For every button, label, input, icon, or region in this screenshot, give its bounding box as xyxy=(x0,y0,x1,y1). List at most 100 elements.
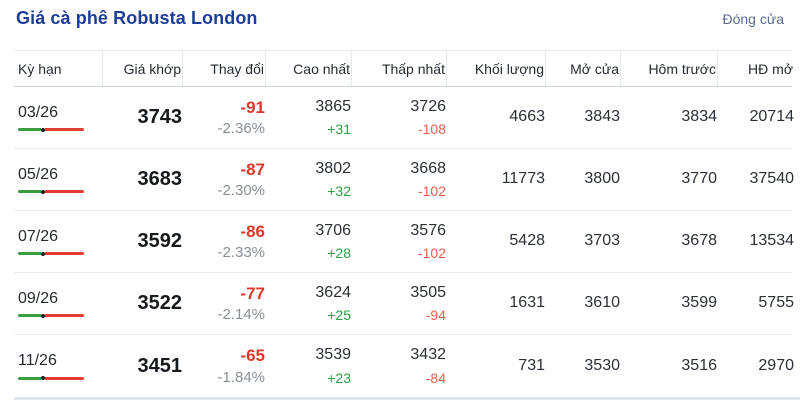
spark-green-segment xyxy=(18,314,41,317)
open-interest-value: 20714 xyxy=(749,108,795,126)
prev-value: 3834 xyxy=(681,108,717,126)
term-cell: 07/26 xyxy=(14,211,102,272)
prev-cell: 3516 xyxy=(620,335,717,397)
volume-value: 731 xyxy=(518,356,545,374)
volume-value: 4663 xyxy=(509,108,545,126)
section-divider xyxy=(14,397,800,400)
low-delta: -102 xyxy=(417,183,446,200)
change-percent: -2.36% xyxy=(217,120,265,138)
low-cell: 3576 -102 xyxy=(351,211,446,272)
table-row[interactable]: 11/26 3451 -65 -1.84% 3539 +23 3432 -84 … xyxy=(14,335,794,397)
change-percent: -2.14% xyxy=(217,306,265,324)
prev-value: 3599 xyxy=(681,294,717,312)
open-value: 3530 xyxy=(584,356,620,374)
table-header: Kỳ hạn Giá khớp Thay đổi Cao nhất Thấp nhất K… xyxy=(14,50,793,87)
spark-red-segment xyxy=(45,376,84,380)
range-sparkline xyxy=(18,127,84,132)
term-cell: 05/26 xyxy=(14,149,102,210)
last-price: 3683 xyxy=(137,168,183,190)
column-header: Thay đổi xyxy=(182,51,265,86)
open-cell: 3800 xyxy=(545,149,620,210)
low-value: 3576 xyxy=(410,221,446,239)
last-price-cell: 3683 xyxy=(102,149,183,210)
open-interest-value: 5755 xyxy=(758,294,794,312)
term-cell: 11/26 xyxy=(14,335,102,397)
spark-marker-dot xyxy=(41,127,45,132)
spark-marker-dot xyxy=(41,376,45,380)
change-cell: -86 -2.33% xyxy=(182,211,265,272)
low-delta: -108 xyxy=(417,121,446,138)
low-delta: -84 xyxy=(425,369,446,386)
last-price-cell: 3592 xyxy=(102,211,183,272)
open-interest-cell: 2970 xyxy=(717,335,794,397)
change-value: -65 xyxy=(240,346,265,366)
open-interest-value: 37540 xyxy=(749,170,795,188)
open-cell: 3610 xyxy=(545,273,620,334)
low-cell: 3668 -102 xyxy=(351,149,446,210)
high-cell: 3624 +25 xyxy=(265,273,351,334)
high-cell: 3865 +31 xyxy=(265,87,351,148)
close-price-link[interactable]: Đóng cửa xyxy=(722,11,784,27)
spark-marker-dot xyxy=(41,313,45,318)
spark-green-segment xyxy=(18,128,41,131)
change-value: -77 xyxy=(240,283,265,303)
column-header: Cao nhất xyxy=(265,51,351,86)
term-cell: 03/26 xyxy=(14,87,102,148)
table-row[interactable]: 07/26 3592 -86 -2.33% 3706 +28 3576 -102… xyxy=(14,211,794,273)
prev-value: 3516 xyxy=(681,356,717,374)
term-label: 05/26 xyxy=(18,165,59,183)
range-sparkline xyxy=(18,189,84,194)
spark-red-segment xyxy=(45,314,84,317)
last-price: 3592 xyxy=(137,230,183,252)
high-delta: +28 xyxy=(327,245,351,262)
low-value: 3505 xyxy=(410,283,446,301)
last-price: 3522 xyxy=(137,292,183,314)
high-value: 3539 xyxy=(315,346,351,364)
change-cell: -91 -2.36% xyxy=(182,87,265,148)
topbar: Giá cà phê Robusta London Đóng cửa xyxy=(0,0,800,50)
spark-red-segment xyxy=(45,252,84,255)
volume-value: 11773 xyxy=(501,170,545,188)
range-sparkline xyxy=(18,251,84,256)
term-cell: 09/26 xyxy=(14,273,102,334)
volume-value: 1631 xyxy=(509,294,545,312)
open-interest-cell: 5755 xyxy=(717,273,794,334)
range-sparkline xyxy=(18,376,84,380)
last-price-cell: 3451 xyxy=(102,335,183,397)
volume-cell: 11773 xyxy=(446,149,545,210)
prev-value: 3678 xyxy=(681,232,717,250)
spark-red-segment xyxy=(45,128,84,131)
spark-green-segment xyxy=(18,376,41,380)
table-row[interactable]: 09/26 3522 -77 -2.14% 3624 +25 3505 -94 … xyxy=(14,273,794,335)
prev-cell: 3678 xyxy=(620,211,717,272)
low-cell: 3726 -108 xyxy=(351,87,446,148)
term-label: 03/26 xyxy=(18,103,59,121)
volume-cell: 4663 xyxy=(446,87,545,148)
prev-cell: 3834 xyxy=(620,87,717,148)
open-interest-value: 2970 xyxy=(758,356,794,374)
low-cell: 3505 -94 xyxy=(351,273,446,334)
high-cell: 3539 +23 xyxy=(265,335,351,397)
change-cell: -87 -2.30% xyxy=(182,149,265,210)
open-interest-cell: 20714 xyxy=(717,87,795,148)
low-value: 3432 xyxy=(410,346,446,364)
low-value: 3726 xyxy=(410,97,446,115)
high-delta: +25 xyxy=(327,307,351,324)
last-price: 3451 xyxy=(137,354,183,377)
change-percent: -2.30% xyxy=(217,182,265,200)
column-header: Giá khớp xyxy=(102,51,182,86)
price-table: Kỳ hạn Giá khớp Thay đổi Cao nhất Thấp nhất K… xyxy=(14,50,795,397)
table-row[interactable]: 05/26 3683 -87 -2.30% 3802 +32 3668 -102… xyxy=(14,149,795,211)
change-percent: -1.84% xyxy=(217,368,265,386)
low-delta: -102 xyxy=(417,245,446,262)
column-header: Hôm trước xyxy=(620,51,717,86)
open-value: 3703 xyxy=(584,232,620,250)
prev-cell: 3599 xyxy=(620,273,717,334)
last-price: 3743 xyxy=(137,106,183,128)
term-label: 07/26 xyxy=(18,227,59,245)
low-delta: -94 xyxy=(425,307,446,324)
change-cell: -77 -2.14% xyxy=(182,273,265,334)
table-row[interactable]: 03/26 3743 -91 -2.36% 3865 +31 3726 -108… xyxy=(14,87,795,149)
high-value: 3802 xyxy=(315,159,351,177)
page-title: Giá cà phê Robusta London xyxy=(16,8,258,28)
